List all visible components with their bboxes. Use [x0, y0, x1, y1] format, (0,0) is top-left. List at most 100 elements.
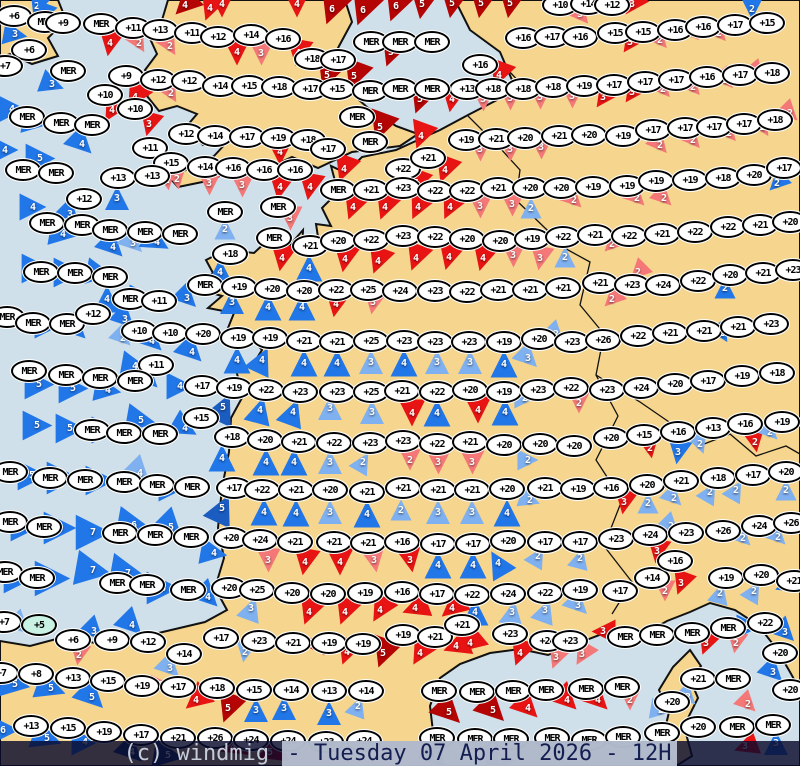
wind-force-value: 2: [773, 177, 781, 189]
wind-force-value: 3: [506, 143, 514, 155]
temp-label: +17: [766, 157, 800, 179]
temp-label: +16: [215, 157, 251, 179]
wind-arrow: 4: [371, 193, 399, 221]
wind-force-value: 4: [500, 358, 508, 370]
temp-label: +21: [720, 316, 756, 338]
temp-label: +21: [582, 272, 618, 294]
wind-arrow: 4: [401, 594, 429, 622]
wind-force-value: 2: [576, 552, 584, 564]
temp-label: +18: [759, 362, 795, 384]
temp-label: +21: [527, 477, 563, 499]
wind-arrow: 3: [498, 86, 523, 111]
wind-arrow: 4: [266, 173, 294, 201]
temp-label: +15: [236, 679, 272, 701]
sea-label: MER: [755, 714, 791, 736]
temp-label: +23: [598, 528, 634, 550]
sea-label: MER: [38, 162, 74, 184]
wind-arrow: 2: [214, 218, 236, 240]
sea-label: MER: [9, 106, 45, 128]
temp-label: +12: [200, 26, 236, 48]
wind-force-value: 4: [563, 694, 571, 706]
wind-arrow: 3: [362, 548, 387, 573]
wind-force-value: 2: [575, 397, 583, 409]
wind-force-value: 2: [744, 698, 752, 710]
wind-force-value: 4: [59, 228, 67, 240]
wind-force-value: 4: [466, 637, 474, 649]
temp-label: +20: [629, 474, 665, 496]
wind-arrow: 3: [317, 701, 342, 726]
temp-label: +16: [593, 477, 629, 499]
wind-force-value: 3: [406, 554, 414, 566]
temp-label: +24: [741, 515, 777, 537]
wind-force-value: 3: [247, 602, 255, 614]
wind-arrow: 2: [653, 187, 675, 209]
temp-label: +17: [602, 580, 638, 602]
wind-force-value: 3: [628, 0, 636, 10]
wind-force-value: 4: [495, 69, 503, 81]
wind-force-value: 4: [363, 508, 371, 520]
wind-arrow: 6: [117, 508, 151, 542]
sea-label: MER: [32, 467, 68, 489]
temp-label: +21: [680, 668, 716, 690]
wind-arrow: 4: [431, 156, 459, 184]
temp-label: +22: [677, 221, 713, 243]
wind-force-value: 5: [379, 647, 387, 659]
wind-arrow: 3: [458, 350, 483, 375]
wind-arrow: 2: [520, 197, 542, 219]
temp-label: +11: [138, 354, 174, 376]
sea-label: MER: [320, 179, 356, 201]
wind-force-value: 2: [608, 238, 616, 250]
wind-force-value: 4: [441, 164, 449, 176]
wind-force-value: 5: [137, 414, 145, 426]
wind-force-value: 6: [328, 3, 336, 15]
temp-label: +16: [562, 26, 598, 48]
wind-force-value: 5: [218, 502, 226, 514]
wind-arrow: 5: [0, 669, 31, 700]
temp-label: +20: [254, 278, 290, 300]
sea-label: MER: [142, 423, 178, 445]
wind-force-value: 2: [221, 223, 229, 235]
wind-arrow: 2: [743, 580, 765, 602]
wind-arrow: 3: [570, 642, 595, 667]
sea-label: MER: [57, 262, 93, 284]
temp-label: +22: [611, 225, 647, 247]
sea-label: MER: [139, 474, 175, 496]
wind-force-value: 4: [256, 404, 264, 416]
wind-force-value: 2: [527, 202, 535, 214]
wind-arrow: 3: [398, 548, 423, 573]
temp-label: +16: [685, 16, 721, 38]
temp-label: +13: [695, 417, 731, 439]
wind-force-value: 4: [305, 606, 313, 618]
temp-label: +20: [274, 582, 310, 604]
temp-label: +12: [130, 631, 166, 653]
wind-force-value: 4: [471, 606, 479, 618]
wind-arrow: 2: [563, 189, 585, 211]
wind-force-value: 7: [89, 526, 97, 538]
temp-label: +15: [50, 717, 86, 739]
wind-force-value: 2: [670, 492, 678, 504]
wind-force-value: 4: [276, 181, 284, 193]
wind-force-value: 3: [599, 625, 607, 637]
wind-arrow: 4: [485, 61, 513, 89]
wind-arrow: 4: [208, 444, 236, 472]
temp-label: +19: [252, 327, 288, 349]
wind-arrow: 6: [379, 0, 413, 23]
temp-label: +13: [100, 167, 136, 189]
wind-arrow: 4: [68, 130, 96, 158]
temp-label: +24: [645, 274, 681, 296]
wind-force-value: 5: [33, 419, 41, 431]
sea-label: MER: [112, 288, 148, 310]
temp-label: +18: [199, 677, 235, 699]
wind-arrow: 3: [516, 346, 541, 371]
wind-force-value: 4: [258, 354, 266, 366]
wind-arrow: 4: [438, 85, 466, 113]
wind-arrow: 5: [32, 723, 63, 754]
wind-force-value: 4: [448, 602, 456, 614]
wind-force-value: 5: [35, 378, 43, 390]
wind-arrow: 4: [404, 193, 432, 221]
wind-force-value: 4: [206, 2, 214, 14]
wind-arrow: 2: [708, 22, 730, 44]
sea-label: MER: [604, 676, 640, 698]
wind-force-value: 5: [88, 691, 96, 703]
wind-force-value: 3: [536, 252, 544, 264]
